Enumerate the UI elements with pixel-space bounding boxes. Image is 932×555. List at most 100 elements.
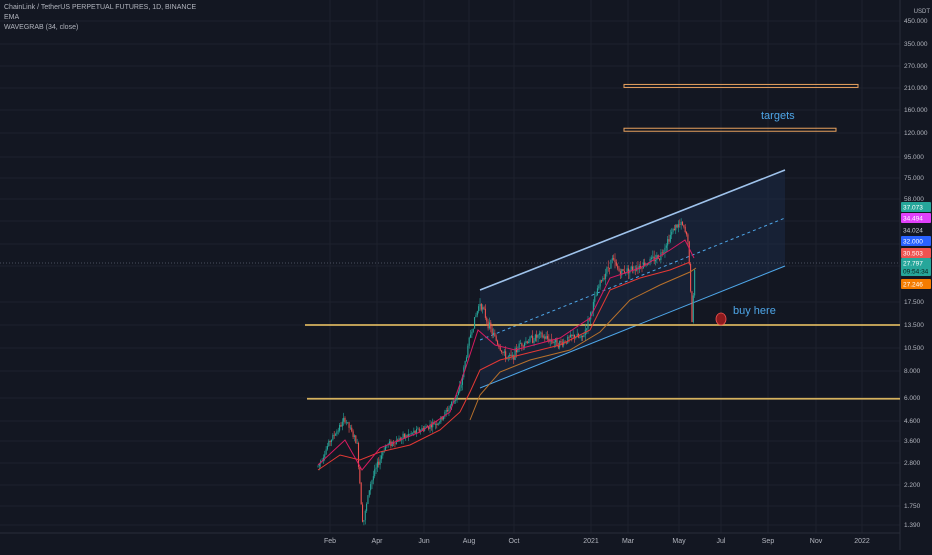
price-tick-label: 8.000 <box>904 368 921 375</box>
candle-body <box>405 435 407 438</box>
candle-body <box>592 301 594 312</box>
price-tick-label: 270.000 <box>904 63 928 70</box>
candle-body <box>607 267 609 269</box>
candle-body <box>332 434 334 440</box>
candle-body <box>325 449 327 455</box>
candle-body <box>351 427 353 432</box>
candle-body <box>379 459 381 465</box>
candle-body <box>335 434 337 436</box>
candle-body <box>443 416 445 420</box>
candle-body <box>659 258 661 260</box>
price-label-bg <box>901 279 931 289</box>
price-label-bg <box>901 248 931 258</box>
candle-body <box>417 428 419 430</box>
candle-body <box>519 343 522 344</box>
candle-body <box>472 328 474 332</box>
price-label-bg <box>901 258 931 268</box>
candle-body <box>694 270 696 296</box>
candle-body <box>389 441 391 444</box>
candle-body <box>665 245 667 248</box>
candle-body <box>598 286 600 289</box>
candle-body <box>610 259 612 269</box>
candle-body <box>528 341 530 344</box>
candle-body <box>579 337 581 338</box>
candle-body <box>356 443 358 444</box>
candle-body <box>476 311 478 316</box>
candle-body <box>359 466 361 484</box>
price-tick-label: 75.000 <box>904 175 924 182</box>
candle-body <box>622 269 624 271</box>
candle-body <box>495 336 497 341</box>
candle-body <box>330 439 333 443</box>
candle-body <box>420 430 422 432</box>
candle-body <box>572 334 574 336</box>
indicator-wavegrab[interactable]: WAVEGRAB (34, close) <box>4 24 79 31</box>
candle-body <box>605 273 607 279</box>
candle-body <box>347 422 349 423</box>
candle-body <box>603 278 605 279</box>
candle-body <box>679 224 681 225</box>
time-tick-label: Nov <box>810 538 823 545</box>
candle-body <box>497 340 499 345</box>
candle-body <box>457 391 459 395</box>
buy-marker-circle <box>715 312 727 326</box>
time-tick-label: Apr <box>372 538 384 545</box>
candle-body <box>451 401 453 406</box>
candle-body <box>514 348 516 360</box>
candle-body <box>505 351 507 360</box>
candle-body <box>688 241 690 264</box>
candle-body <box>324 454 326 458</box>
candle-body <box>582 335 584 337</box>
candle-body <box>448 408 450 412</box>
candle-body <box>447 410 449 412</box>
price-tick-label: 2.200 <box>904 482 921 489</box>
buy-here-label: buy here <box>733 305 776 317</box>
candle-body <box>345 422 347 424</box>
chart-legend: ChainLink / TetherUS PERPETUAL FUTURES, … <box>4 3 196 33</box>
candle-body <box>573 334 576 339</box>
candle-body <box>664 247 666 253</box>
candle-body <box>402 433 404 439</box>
candle-body <box>471 331 473 335</box>
candle-body <box>627 268 630 274</box>
candle-body <box>371 480 373 485</box>
price-label-bg <box>901 266 931 276</box>
candle-body <box>449 405 451 409</box>
time-tick-label: Oct <box>509 538 520 545</box>
candle-body <box>595 295 597 297</box>
candle-body <box>548 338 550 342</box>
candle-body <box>530 336 532 338</box>
candle-body <box>483 307 485 309</box>
candle-body <box>490 322 492 329</box>
candle-body <box>411 432 414 434</box>
candle-body <box>352 431 354 437</box>
candle-body <box>672 228 674 232</box>
candle-body <box>478 306 480 312</box>
symbol-title[interactable]: ChainLink / TetherUS PERPETUAL FUTURES, … <box>4 4 197 11</box>
candle-body <box>617 265 619 269</box>
candle-body <box>546 336 549 339</box>
candle-body <box>499 347 501 351</box>
candle-body <box>470 334 472 338</box>
candle-body <box>557 345 559 348</box>
candle-body <box>619 271 621 276</box>
candle-body <box>460 384 462 388</box>
candle-body <box>602 278 604 282</box>
candle-body <box>395 440 397 445</box>
price-label-tag: 32.000 <box>901 236 931 246</box>
candle-body <box>380 455 382 460</box>
time-tick-label: 2021 <box>583 538 599 545</box>
indicator-ema[interactable]: EMA <box>4 14 20 21</box>
candle-body <box>521 343 523 346</box>
candle-body <box>532 336 534 343</box>
price-tick-label: 2.800 <box>904 460 921 467</box>
candle-body <box>609 267 611 269</box>
time-tick-label: Jul <box>717 538 726 545</box>
candle-body <box>668 239 670 242</box>
time-tick-label: Sep <box>762 538 775 545</box>
price-label-bg <box>901 213 931 223</box>
candle-body <box>663 252 665 254</box>
channel-mid-line <box>479 217 786 341</box>
